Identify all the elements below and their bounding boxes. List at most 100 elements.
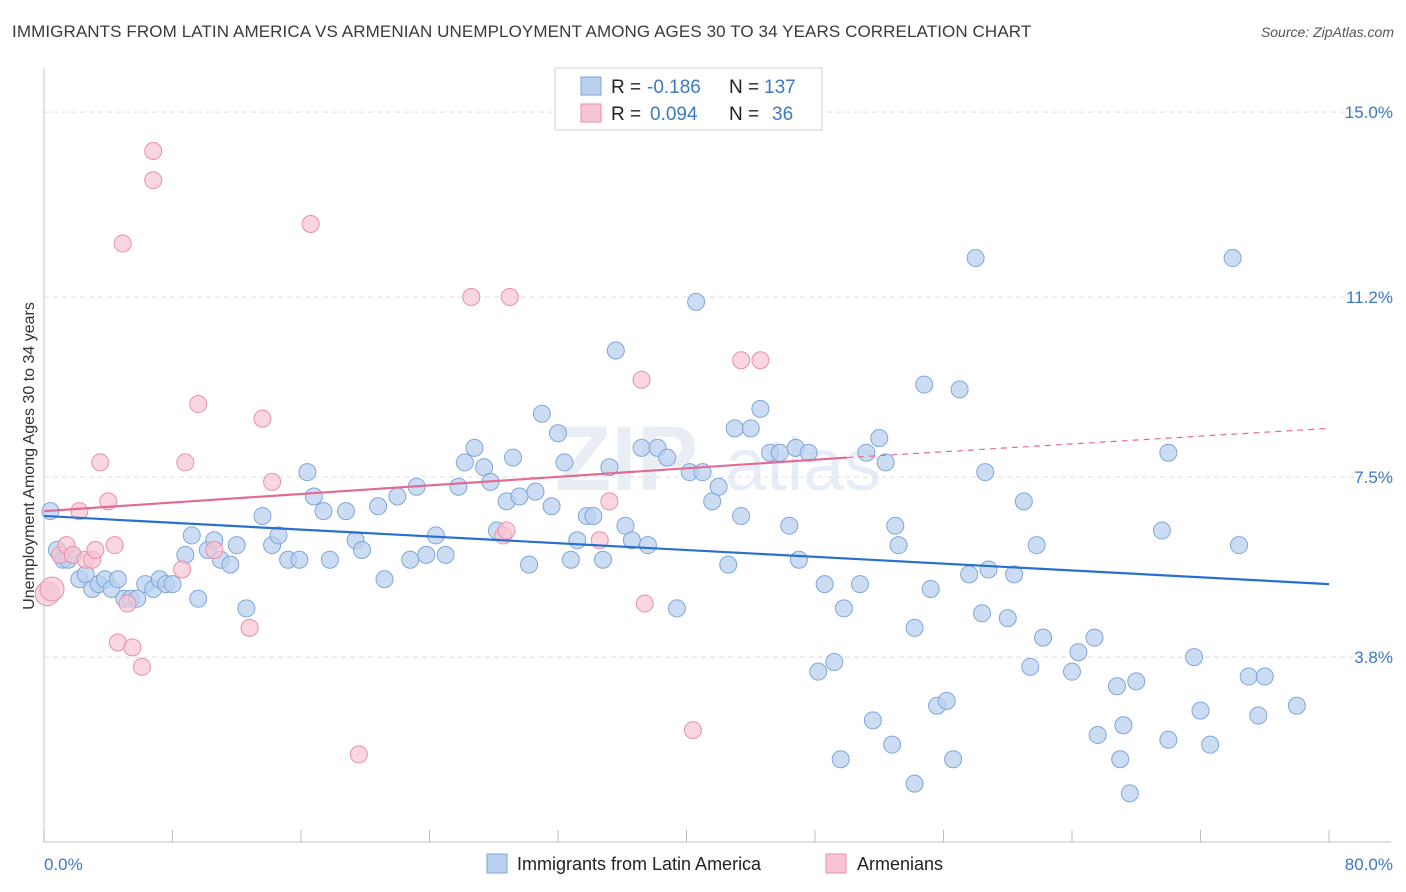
point-armenians-25 — [263, 472, 282, 491]
point-armenians-22 — [205, 541, 224, 560]
point-armenians-19 — [173, 560, 192, 579]
point-immigrants-126 — [1127, 672, 1146, 691]
point-immigrants-89 — [770, 443, 789, 462]
point-immigrants-113 — [960, 565, 979, 584]
point-immigrants-31 — [269, 526, 288, 545]
legend-n-label-2: N = — [729, 104, 759, 125]
point-immigrants-76 — [658, 448, 677, 467]
x-tick-label-max: 80.0% — [1345, 855, 1393, 874]
legend-swatch-blue — [580, 76, 602, 96]
point-immigrants-127 — [1152, 521, 1171, 540]
point-immigrants-60 — [532, 404, 551, 423]
point-armenians-15 — [123, 638, 142, 657]
trend-armenians-extension — [847, 427, 1330, 459]
point-armenians-34 — [632, 370, 651, 389]
point-immigrants-106 — [905, 774, 924, 793]
point-armenians-14 — [118, 594, 137, 613]
source-label: Source: ZipAtlas.com — [1260, 24, 1394, 40]
point-immigrants-19 — [163, 575, 182, 594]
point-armenians-11 — [105, 536, 124, 555]
point-immigrants-56 — [504, 448, 523, 467]
point-immigrants-43 — [388, 487, 407, 506]
point-immigrants-34 — [298, 463, 317, 482]
point-immigrants-110 — [944, 750, 963, 769]
point-armenians-27 — [349, 745, 368, 764]
point-immigrants-117 — [1014, 492, 1033, 511]
point-armenians-8 — [86, 541, 105, 560]
point-immigrants-61 — [542, 497, 561, 516]
point-immigrants-74 — [638, 536, 657, 555]
point-immigrants-125 — [1120, 784, 1139, 803]
point-immigrants-108 — [921, 579, 940, 598]
point-armenians-23 — [240, 618, 259, 637]
point-immigrants-26 — [221, 555, 240, 574]
point-armenians-18 — [144, 171, 163, 190]
point-immigrants-85 — [732, 506, 751, 525]
point-immigrants-68 — [593, 550, 612, 569]
point-immigrants-132 — [1201, 735, 1220, 754]
point-immigrants-44 — [401, 550, 420, 569]
y-axis-label: Unemployment Among Ages 30 to 34 years — [21, 302, 38, 610]
point-immigrants-58 — [520, 555, 539, 574]
point-immigrants-105 — [889, 536, 908, 555]
point-immigrants-63 — [555, 453, 574, 472]
point-immigrants-140 — [998, 609, 1017, 628]
point-immigrants-121 — [1063, 662, 1081, 681]
point-immigrants-131 — [1191, 701, 1210, 720]
point-armenians-37 — [732, 351, 751, 370]
x-tick-labels: 0.0% 80.0% — [44, 855, 1393, 874]
point-immigrants-70 — [606, 341, 625, 360]
series-immigrants-points — [41, 249, 1306, 803]
point-immigrants-137 — [1255, 667, 1274, 686]
point-armenians-28 — [462, 287, 481, 306]
legend-r-value-2: 0.094 — [650, 104, 698, 125]
y-tick-label-1: 7.5% — [1354, 468, 1393, 487]
trend-armenians — [43, 456, 848, 513]
point-immigrants-40 — [353, 541, 372, 560]
point-immigrants-112 — [966, 249, 985, 268]
point-immigrants-134 — [1230, 536, 1249, 555]
point-immigrants-20 — [176, 545, 195, 564]
point-immigrants-21 — [182, 526, 201, 545]
point-immigrants-49 — [449, 477, 468, 496]
point-immigrants-104 — [886, 516, 905, 535]
point-immigrants-38 — [336, 502, 355, 521]
point-immigrants-65 — [568, 531, 587, 550]
point-immigrants-37 — [320, 550, 339, 569]
point-immigrants-118 — [1021, 657, 1040, 676]
point-immigrants-94 — [815, 575, 834, 594]
y-tick-label-0: 3.8% — [1354, 648, 1393, 667]
legend-n-value-2: 36 — [772, 104, 793, 125]
x-ticks — [43, 830, 1330, 842]
point-armenians-33 — [600, 492, 619, 511]
point-immigrants-96 — [825, 652, 844, 671]
correlation-legend: R = -0.186 N = 137 R = 0.094 N = 36 — [554, 67, 823, 131]
point-immigrants-62 — [549, 424, 567, 443]
legend-n-value-1: 137 — [764, 77, 796, 98]
point-immigrants-73 — [632, 438, 651, 457]
point-immigrants-119 — [1027, 536, 1046, 555]
point-immigrants-116 — [1005, 565, 1024, 584]
point-armenians-9 — [91, 453, 110, 472]
legend-r-value-1: -0.186 — [647, 77, 701, 98]
point-immigrants-51 — [465, 438, 484, 457]
point-immigrants-144 — [905, 618, 924, 637]
chart-title: IMMIGRANTS FROM LATIN AMERICA VS ARMENIA… — [12, 22, 1032, 41]
point-immigrants-114 — [976, 463, 995, 482]
point-immigrants-41 — [369, 497, 388, 516]
point-armenians-5 — [70, 502, 89, 521]
point-immigrants-130 — [1185, 648, 1204, 667]
point-immigrants-29 — [253, 506, 272, 525]
legend-swatch-pink — [580, 103, 602, 123]
point-immigrants-50 — [455, 453, 474, 472]
point-immigrants-42 — [375, 570, 394, 589]
gridlines — [44, 111, 1391, 658]
point-armenians-36 — [683, 721, 702, 740]
point-immigrants-64 — [561, 550, 580, 569]
point-immigrants-35 — [304, 487, 323, 506]
legend-r-label-2: R = — [611, 104, 641, 125]
point-immigrants-95 — [809, 662, 828, 681]
point-immigrants-99 — [850, 575, 869, 594]
point-immigrants-133 — [1223, 249, 1242, 268]
point-immigrants-57 — [510, 487, 529, 506]
